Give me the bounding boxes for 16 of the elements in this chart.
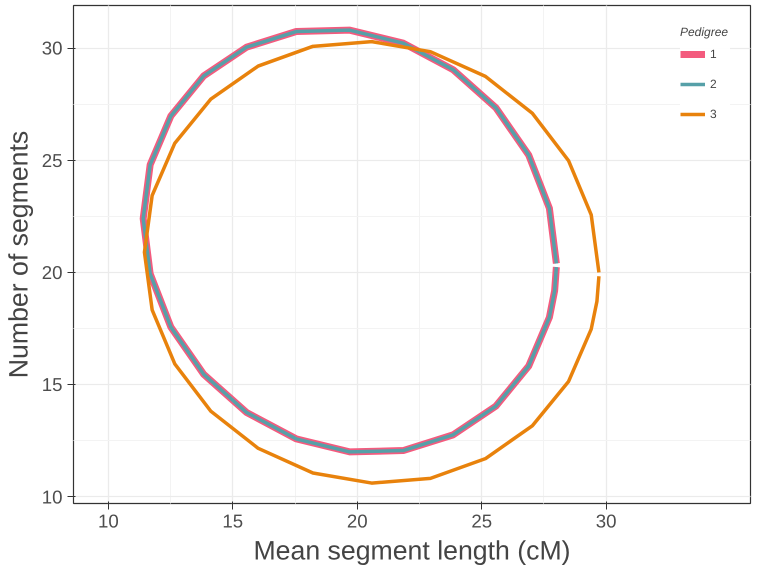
y-tick-label: 15 — [42, 374, 63, 396]
y-tick-label: 10 — [42, 486, 63, 508]
legend-label: 1 — [710, 47, 718, 61]
y-axis-title: Number of segments — [4, 130, 34, 378]
x-tick-label: 30 — [596, 510, 617, 532]
legend-label: 2 — [710, 77, 718, 91]
x-tick-label: 15 — [222, 510, 244, 532]
y-tick-label: 25 — [42, 150, 63, 171]
legend-title: Pedigree — [680, 25, 730, 39]
x-tick-label: 10 — [98, 510, 119, 532]
x-tick-label: 20 — [346, 510, 368, 532]
y-tick-label: 20 — [42, 262, 63, 283]
x-tick-label: 25 — [471, 510, 492, 532]
legend-label: 3 — [710, 107, 718, 121]
x-axis-title: Mean segment length (cM) — [253, 536, 571, 566]
y-tick-label: 30 — [42, 38, 63, 59]
